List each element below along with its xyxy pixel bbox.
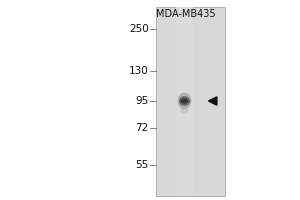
Bar [176, 35, 193, 38]
Bar [176, 26, 193, 28]
Bar [176, 161, 193, 163]
Bar [176, 113, 193, 116]
Bar [176, 123, 193, 125]
Bar [176, 102, 193, 104]
Bar [176, 163, 193, 165]
Bar [176, 61, 193, 64]
Bar [176, 71, 193, 73]
Bar [176, 19, 193, 21]
Ellipse shape [181, 98, 188, 104]
Bar [176, 132, 193, 135]
Bar [176, 45, 193, 47]
Bar [176, 130, 193, 132]
Bar [176, 99, 193, 102]
Bar [176, 21, 193, 24]
Bar [176, 109, 193, 111]
Bar [176, 189, 193, 191]
Bar [176, 191, 193, 194]
Bar [176, 57, 193, 59]
Bar [176, 127, 193, 130]
Bar [176, 137, 193, 139]
Bar [176, 97, 193, 99]
Bar [176, 16, 193, 19]
Bar [176, 68, 193, 71]
Bar [176, 158, 193, 161]
Text: 95: 95 [135, 96, 148, 106]
Bar [176, 175, 193, 177]
Bar [176, 76, 193, 78]
Bar [176, 7, 193, 9]
Bar [176, 146, 193, 149]
Bar [176, 42, 193, 45]
Ellipse shape [180, 106, 189, 114]
Bar [176, 182, 193, 184]
Bar [176, 172, 193, 175]
Bar [156, 7, 225, 196]
Ellipse shape [179, 96, 190, 106]
Polygon shape [208, 97, 217, 105]
Bar [176, 66, 193, 68]
Bar [176, 184, 193, 187]
Ellipse shape [178, 93, 191, 109]
Bar [176, 120, 193, 123]
Bar [176, 139, 193, 142]
Bar [176, 142, 193, 144]
Bar [176, 54, 193, 57]
Bar [176, 194, 193, 196]
Bar [176, 156, 193, 158]
Bar [176, 104, 193, 106]
Bar [176, 149, 193, 151]
Bar [176, 135, 193, 137]
Bar [176, 40, 193, 42]
Bar [176, 80, 193, 83]
Bar [176, 78, 193, 80]
Bar [176, 170, 193, 172]
Bar [176, 50, 193, 52]
Bar [176, 47, 193, 50]
Bar [176, 151, 193, 153]
Bar [176, 64, 193, 66]
Bar [176, 153, 193, 156]
Bar [176, 111, 193, 113]
Text: 130: 130 [129, 66, 148, 76]
Text: 55: 55 [135, 160, 148, 170]
Bar [176, 125, 193, 127]
Bar [176, 33, 193, 35]
Bar [176, 73, 193, 76]
Bar [176, 187, 193, 189]
Bar [176, 12, 193, 14]
Bar [176, 52, 193, 54]
Bar [176, 94, 193, 97]
Text: 250: 250 [129, 24, 148, 34]
Bar [176, 116, 193, 118]
Bar [176, 87, 193, 90]
Text: MDA-MB435: MDA-MB435 [156, 9, 216, 19]
Bar [176, 38, 193, 40]
Bar [176, 28, 193, 31]
Bar [176, 14, 193, 16]
Bar [176, 31, 193, 33]
Bar [176, 85, 193, 87]
Bar [176, 177, 193, 179]
Bar [176, 118, 193, 120]
Bar [176, 144, 193, 146]
Text: 72: 72 [135, 123, 148, 133]
Bar [176, 165, 193, 168]
Bar [176, 59, 193, 61]
Bar [176, 24, 193, 26]
Bar [176, 90, 193, 92]
Bar [176, 9, 193, 12]
Bar [176, 179, 193, 182]
Bar [176, 83, 193, 85]
Bar [176, 168, 193, 170]
Bar [176, 106, 193, 109]
Bar [176, 92, 193, 94]
